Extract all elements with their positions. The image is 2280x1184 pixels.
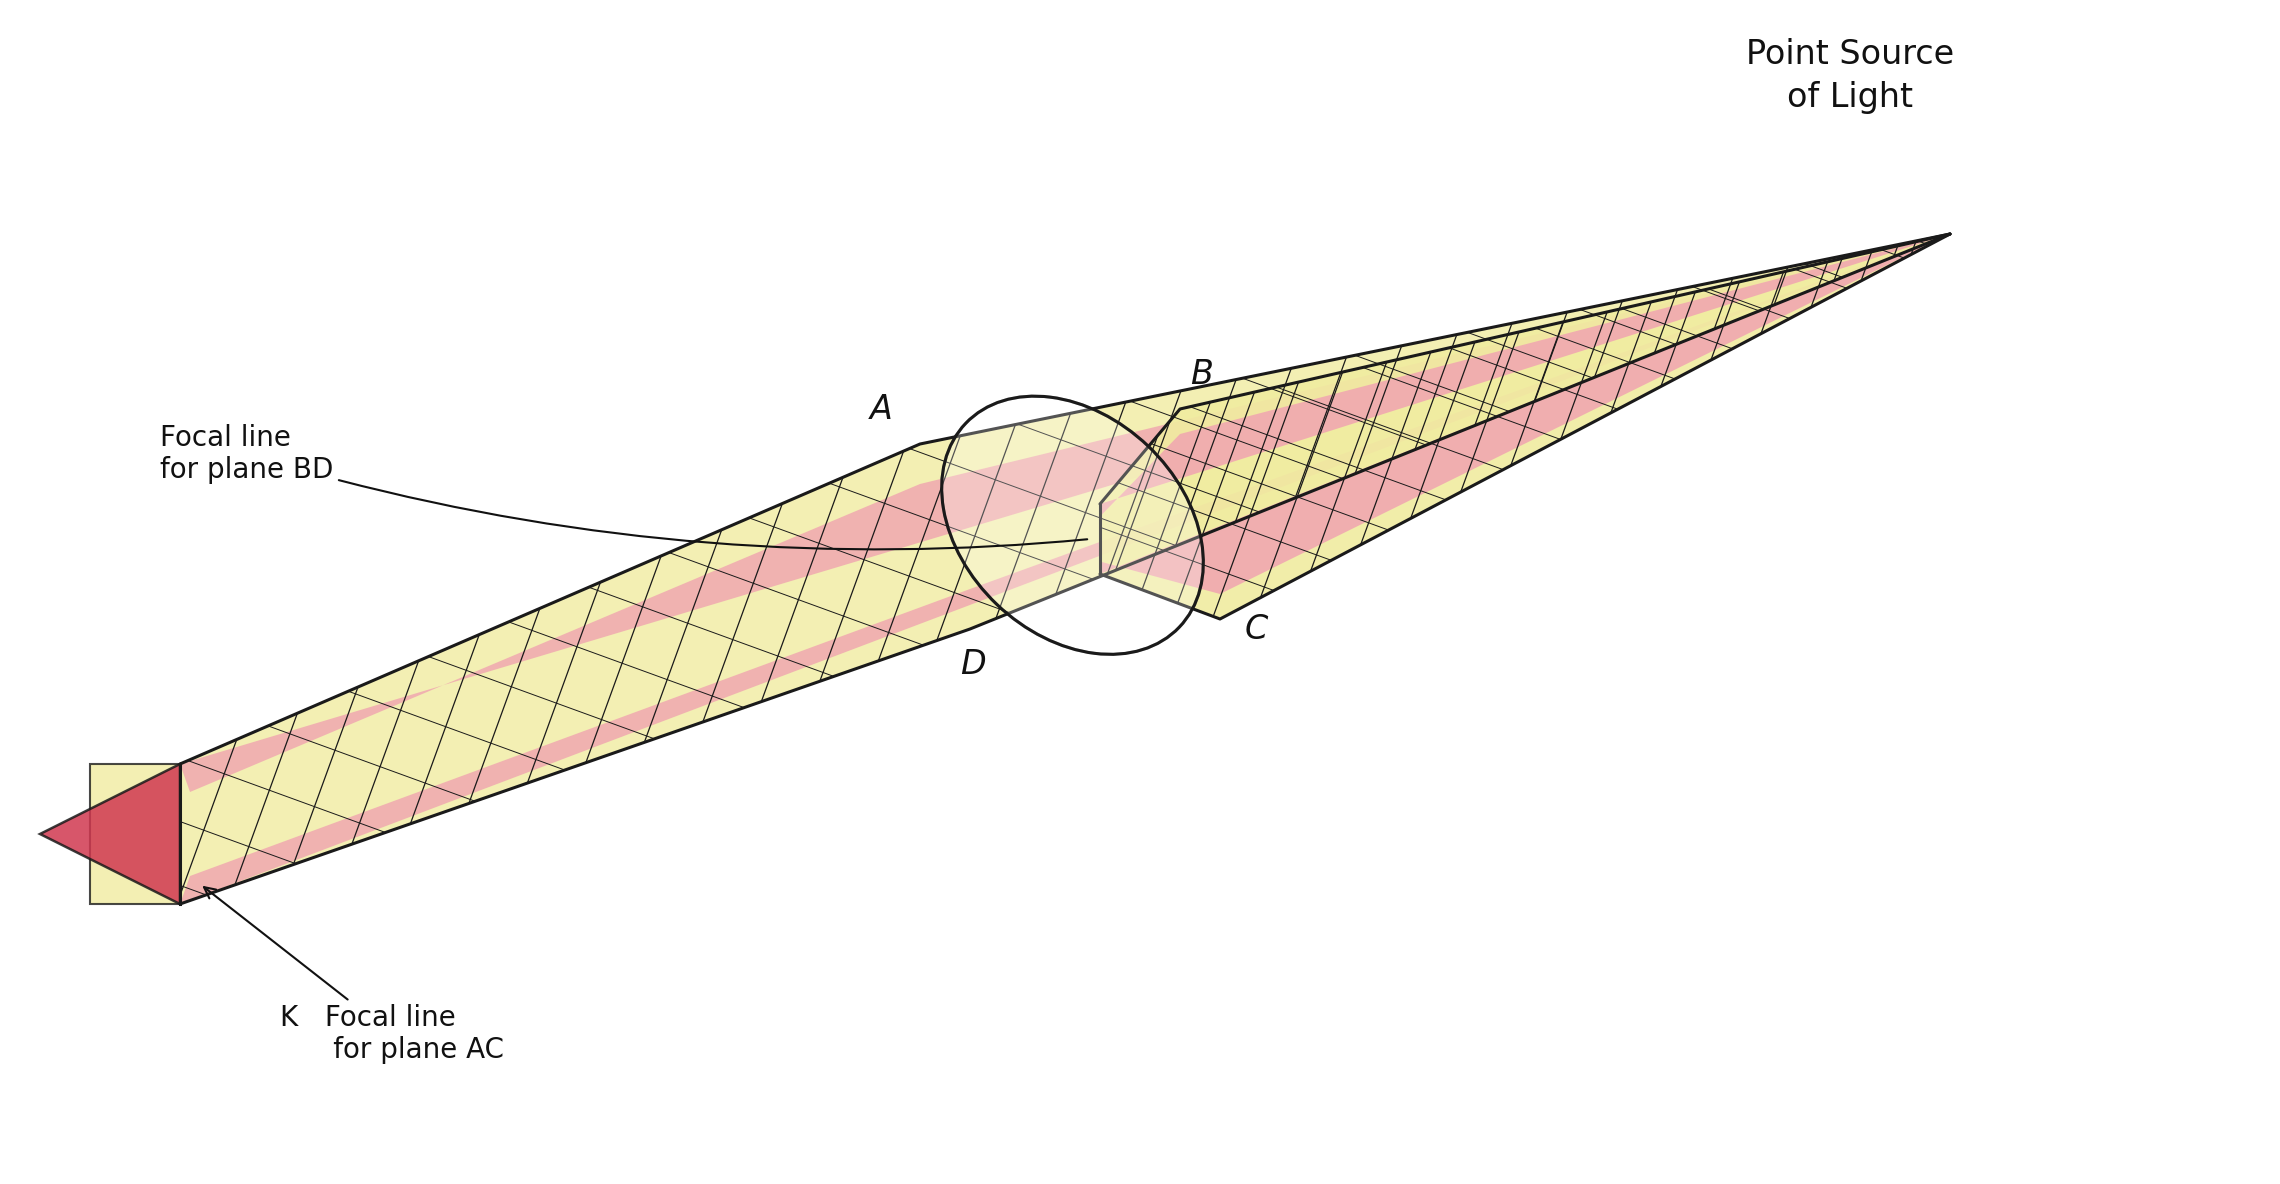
Polygon shape bbox=[1099, 234, 1949, 619]
Polygon shape bbox=[180, 234, 1949, 905]
Text: B: B bbox=[1190, 358, 1213, 391]
Text: C: C bbox=[1245, 613, 1268, 646]
Polygon shape bbox=[89, 764, 180, 905]
Polygon shape bbox=[1099, 234, 1949, 594]
Text: D: D bbox=[960, 648, 985, 681]
Polygon shape bbox=[180, 234, 1949, 905]
Text: Point Source
of Light: Point Source of Light bbox=[1746, 38, 1954, 114]
Polygon shape bbox=[180, 234, 1949, 792]
Polygon shape bbox=[41, 764, 180, 905]
Text: Focal line
for plane BD: Focal line for plane BD bbox=[160, 424, 1088, 549]
Polygon shape bbox=[1099, 234, 1949, 516]
Text: K   Focal line
      for plane AC: K Focal line for plane AC bbox=[203, 887, 504, 1064]
Ellipse shape bbox=[942, 397, 1204, 655]
Text: A: A bbox=[871, 393, 894, 426]
